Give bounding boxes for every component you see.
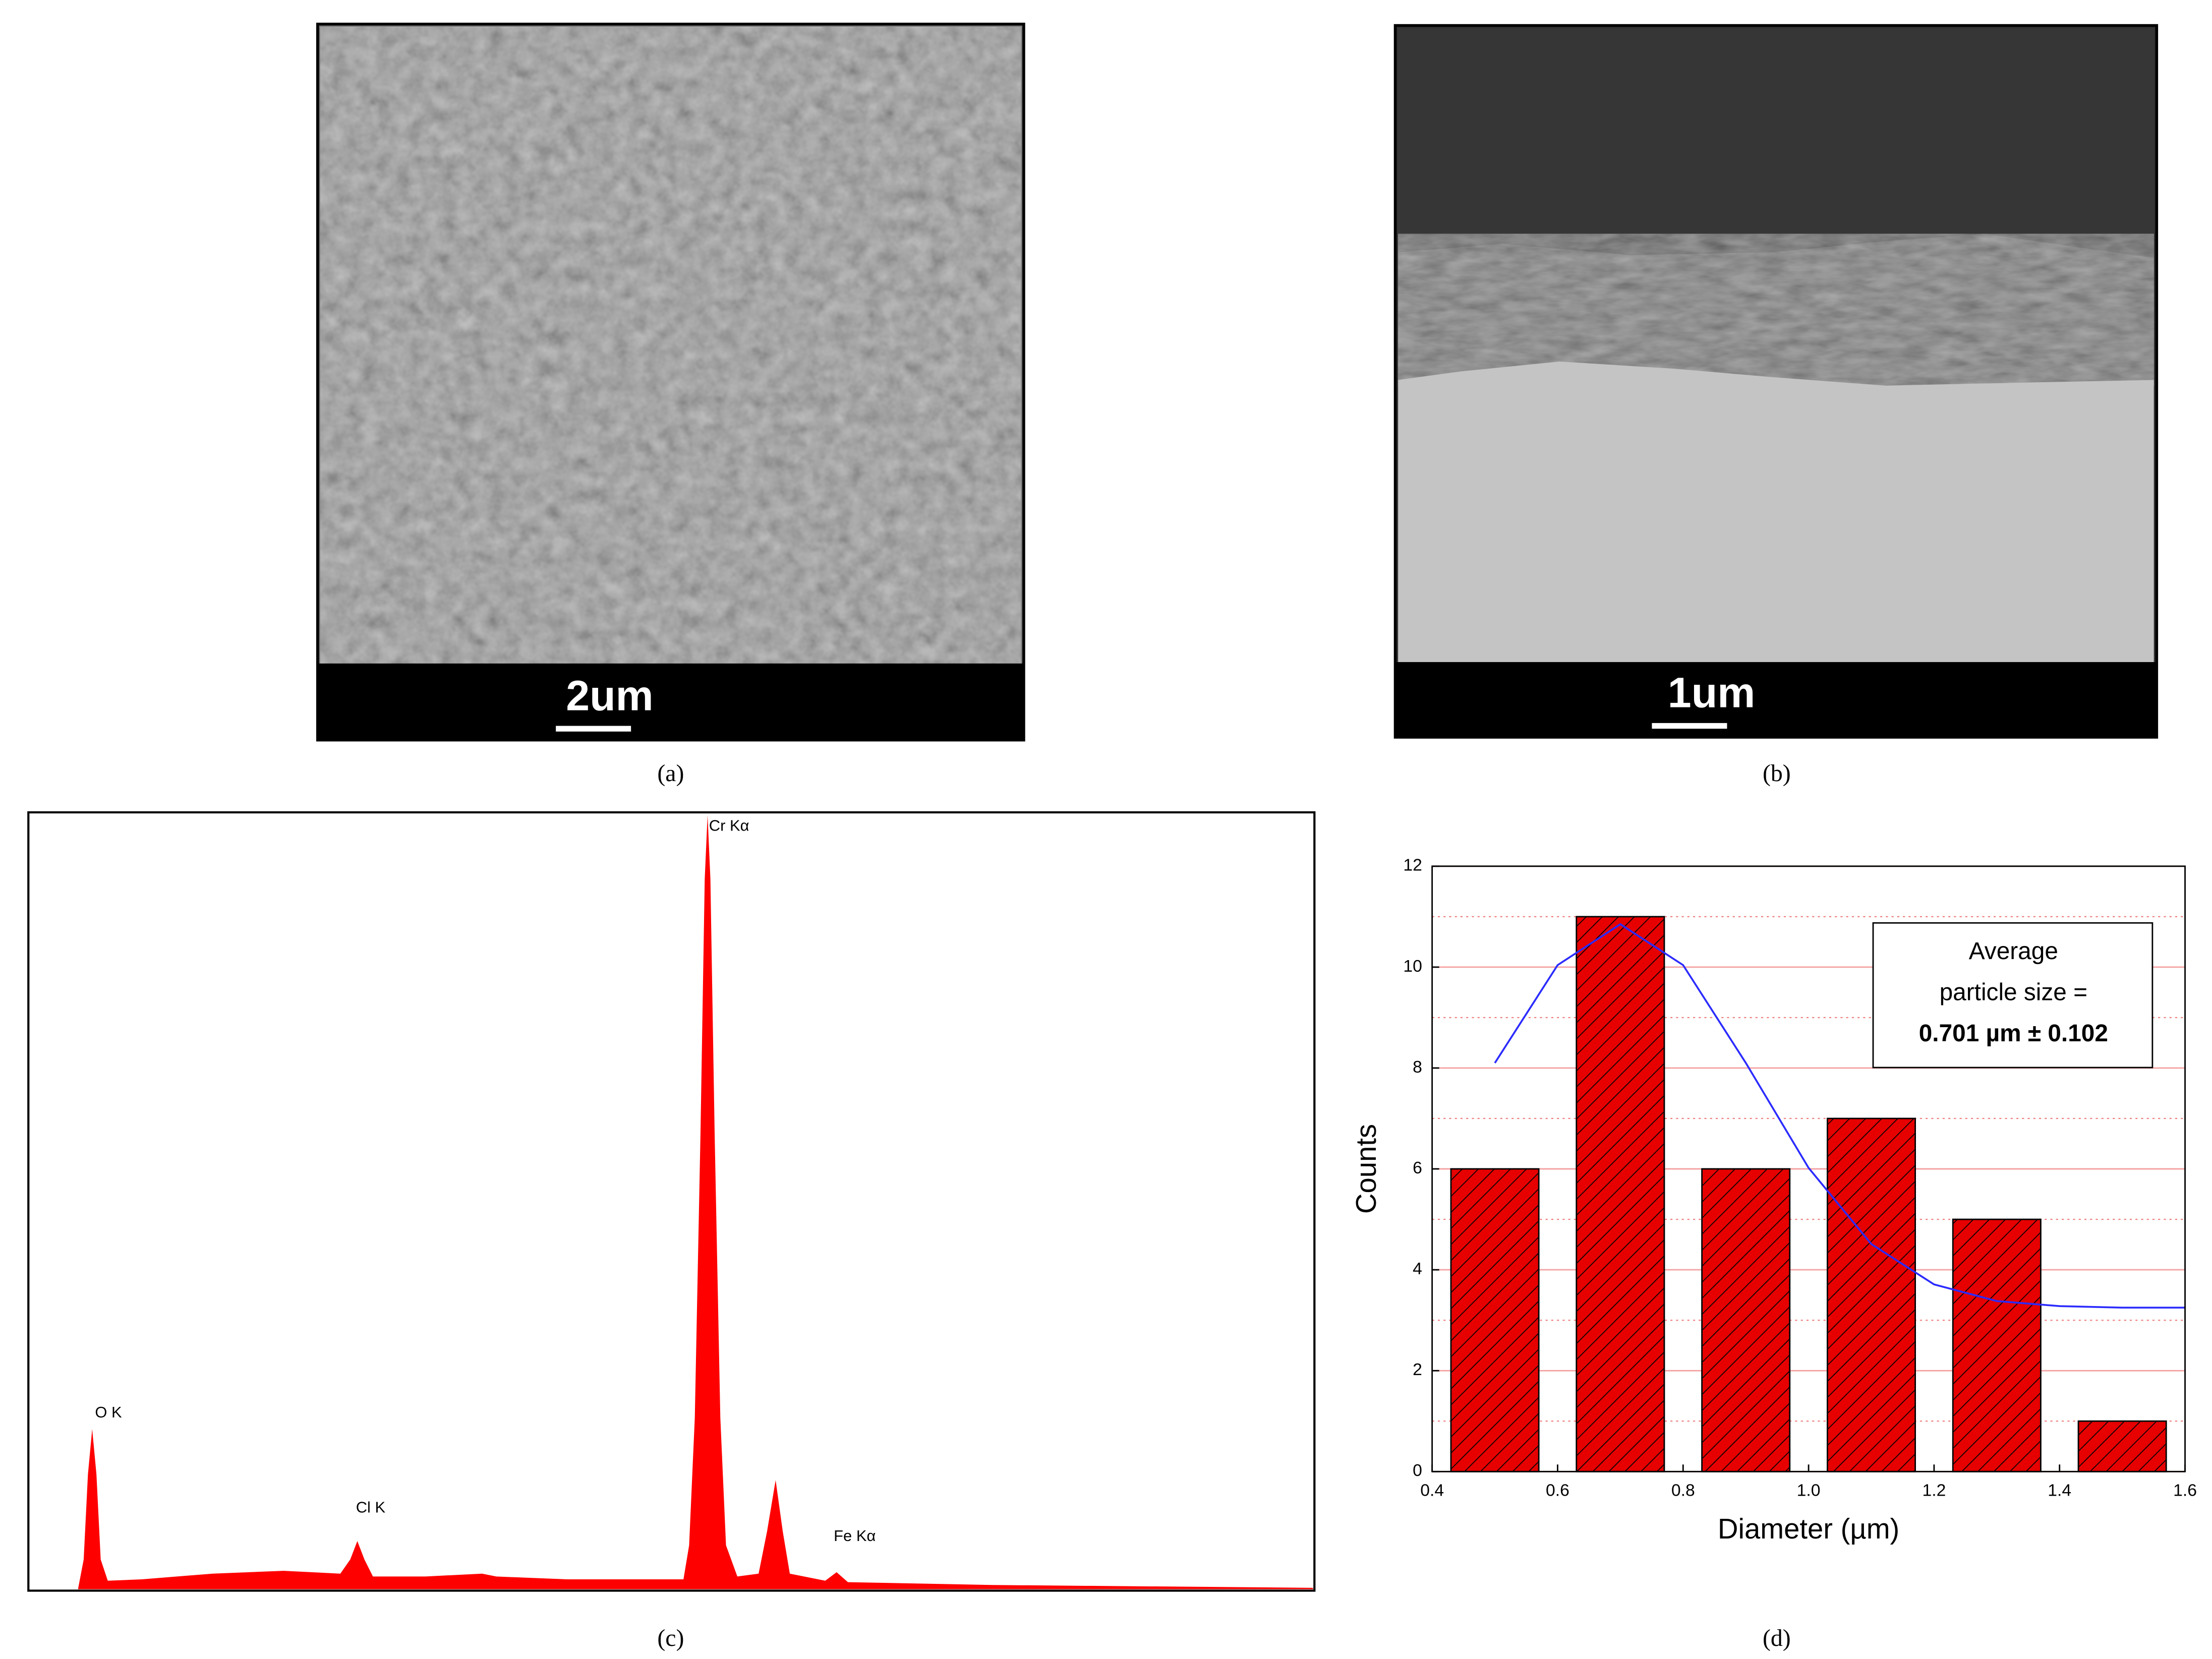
eds-spectrum: Cr Kα O K Cl K Fe Kα [27, 811, 1316, 1592]
annotation-box [1872, 922, 2153, 1069]
bar-hatch [1576, 916, 1665, 1472]
panel-label: (a) [657, 760, 684, 787]
sem-image-b: 1um [1393, 24, 2159, 739]
y-tick-label: 4 [1413, 1259, 1422, 1278]
x-tick-label: 1.4 [2048, 1481, 2071, 1500]
panel-label: (d) [1763, 1625, 1791, 1651]
annotation: Average [1969, 938, 2058, 965]
scale-bar-label: 1um [1668, 669, 1755, 717]
x-tick-label: 0.4 [1420, 1481, 1444, 1500]
peak-label: Fe Kα [834, 1527, 876, 1545]
bar-hatch [1450, 1168, 1540, 1472]
histogram: 0 2 4 6 8 10 12 0.4 0.6 0.8 1.0 1.2 1.4 1.6 Average par… [1350, 856, 2197, 1545]
plot-frame [1431, 865, 2186, 1472]
x-tick-label: 0.8 [1671, 1481, 1695, 1500]
x-tick-label: 1.6 [2173, 1481, 2197, 1500]
bar-hatch [1827, 1117, 1916, 1472]
peak-label: Cl K [356, 1499, 386, 1516]
y-tick-label: 10 [1403, 957, 1422, 976]
bar-hatch [1701, 1168, 1791, 1472]
peak-label: Cr Kα [709, 816, 749, 834]
panel-label: (c) [657, 1625, 684, 1651]
y-axis-label: Counts [1350, 1124, 1382, 1214]
x-tick-label: 0.6 [1546, 1481, 1569, 1500]
bar-hatch [2077, 1420, 2167, 1472]
x-tick-label: 1.2 [1922, 1481, 1946, 1500]
scale-bar-label: 2um [566, 672, 653, 719]
bar-hatch [1952, 1218, 2042, 1472]
panel-label: (b) [1763, 760, 1791, 787]
peak-label: O K [95, 1403, 122, 1421]
sem-image-a: 2um [316, 22, 1025, 742]
y-tick-label: 6 [1413, 1158, 1422, 1177]
y-tick-label: 12 [1403, 856, 1422, 875]
annotation: particle size = [1940, 979, 2087, 1005]
x-tick-label: 1.0 [1797, 1481, 1821, 1500]
annotation: 0.701 µm ± 0.102 [1919, 1020, 2108, 1047]
y-tick-label: 0 [1413, 1461, 1422, 1480]
y-tick-label: 2 [1413, 1360, 1422, 1379]
fit-curve [1494, 923, 2185, 1309]
y-tick-label: 8 [1413, 1057, 1422, 1077]
x-axis-label: Diameter (µm) [1718, 1513, 1899, 1545]
